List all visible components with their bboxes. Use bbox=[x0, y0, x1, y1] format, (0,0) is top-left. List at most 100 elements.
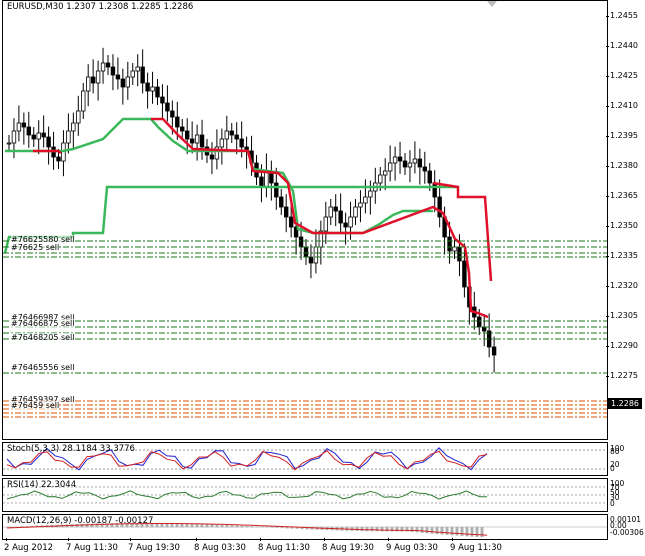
macd-canvas bbox=[3, 523, 607, 538]
stochastic-axis-label: 0 bbox=[610, 464, 615, 473]
candle-body bbox=[323, 216, 328, 232]
candle-body bbox=[155, 86, 160, 98]
candle-body bbox=[293, 226, 299, 238]
candle-body bbox=[86, 76, 91, 92]
stochastic-axis-label: 80 bbox=[610, 447, 620, 456]
price-axis-tick bbox=[606, 166, 609, 167]
candle-body bbox=[491, 346, 497, 356]
candle-body bbox=[382, 170, 388, 176]
candle-body bbox=[56, 156, 61, 162]
candle-body bbox=[392, 156, 398, 164]
candle-body bbox=[283, 206, 289, 218]
candle-body bbox=[298, 236, 304, 248]
order-label: #76459 sell bbox=[11, 401, 60, 410]
candle-body bbox=[11, 130, 17, 144]
candle-body bbox=[41, 132, 46, 138]
price-axis-tick bbox=[606, 196, 609, 197]
candle-body bbox=[120, 78, 126, 88]
order-label: #76468205 sell bbox=[11, 333, 75, 342]
candle-body bbox=[150, 86, 155, 92]
candle-body bbox=[229, 130, 234, 136]
candle-body bbox=[378, 174, 383, 184]
price-axis-tick bbox=[606, 376, 609, 377]
price-axis-label: 1.2440 bbox=[610, 41, 638, 50]
candle-body bbox=[343, 222, 348, 228]
rsi-axis-label: 30 bbox=[610, 493, 620, 502]
price-axis-tick bbox=[606, 316, 609, 317]
price-axis-label: 1.2380 bbox=[610, 161, 638, 170]
candle-body bbox=[66, 130, 71, 144]
candle-body bbox=[76, 110, 81, 124]
rsi-canvas bbox=[3, 486, 607, 504]
price-axis-label: 1.2305 bbox=[610, 311, 638, 320]
stochastic-label: Stoch(5,3,3) 28.1184 33.3776 bbox=[7, 444, 135, 454]
price-axis[interactable]: 1.2455 1.2440 1.2425 1.2410 1.2395 1.2380 1.23… bbox=[606, 0, 645, 438]
price-axis-label: 1.2350 bbox=[610, 221, 638, 230]
candle-body bbox=[407, 162, 413, 168]
candle-body bbox=[432, 182, 437, 198]
candle-body bbox=[308, 256, 314, 264]
candle-body bbox=[417, 158, 423, 168]
candle-body bbox=[303, 246, 309, 258]
macd-axis-label: 0.00101 bbox=[610, 515, 642, 524]
rsi-pane[interactable]: RSI(14) 22.3044 bbox=[2, 478, 608, 512]
candle-body bbox=[16, 122, 22, 132]
macd-axis-label: -0.00306 bbox=[610, 528, 644, 537]
macd-pane[interactable]: MACD(12,26,9) -0.00187 -0.00127 bbox=[2, 514, 608, 540]
time-axis-tick bbox=[6, 538, 7, 541]
candle-body bbox=[199, 134, 205, 148]
candle-body bbox=[189, 138, 195, 144]
time-axis-tick bbox=[324, 538, 325, 541]
candle-body bbox=[427, 170, 432, 184]
stochastic-axis: 100 80 20 0 bbox=[606, 442, 645, 474]
price-axis-tick bbox=[606, 76, 609, 77]
candle-body bbox=[135, 66, 140, 72]
order-label: #76459397 sell bbox=[11, 395, 75, 404]
candle-body bbox=[165, 102, 170, 112]
candle-body bbox=[31, 134, 36, 140]
candle-body bbox=[175, 116, 180, 128]
time-axis-tick bbox=[130, 538, 131, 541]
candle-body bbox=[71, 122, 76, 132]
price-axis-tick bbox=[606, 136, 609, 137]
macd-axis: 0.00101 0.00 -0.00306 bbox=[606, 514, 645, 538]
candle-body bbox=[462, 260, 467, 288]
candle-body bbox=[348, 216, 353, 228]
price-axis-tick bbox=[606, 226, 609, 227]
rsi-axis-label: 0 bbox=[610, 499, 615, 508]
candle-body bbox=[338, 210, 343, 224]
chart-shift-marker-icon[interactable] bbox=[487, 1, 497, 7]
candle-body bbox=[140, 66, 145, 84]
time-axis-label: 8 Aug 11:30 bbox=[258, 543, 310, 553]
candle-body bbox=[239, 138, 244, 148]
stochastic-signal-line bbox=[6, 450, 488, 471]
candle-body bbox=[145, 82, 150, 92]
candle-body bbox=[481, 326, 487, 332]
candle-body bbox=[333, 206, 338, 212]
candle-body bbox=[477, 316, 482, 328]
candle-body bbox=[328, 206, 333, 218]
candle-body bbox=[95, 70, 101, 84]
red-stop-line bbox=[432, 181, 493, 282]
time-axis-label: 9 Aug 11:30 bbox=[450, 543, 502, 553]
candle-body bbox=[209, 154, 215, 160]
order-label: #76625580 sell bbox=[11, 235, 75, 244]
time-axis-label: 7 Aug 11:30 bbox=[66, 543, 118, 553]
candle-body bbox=[437, 196, 442, 218]
price-axis-tick bbox=[606, 346, 609, 347]
candle-body bbox=[412, 158, 418, 164]
stochastic-axis-label: 20 bbox=[610, 460, 620, 469]
rsi-line bbox=[6, 490, 488, 500]
price-axis-label: 1.2365 bbox=[610, 191, 638, 200]
candle-body bbox=[194, 134, 200, 144]
time-axis-tick bbox=[260, 538, 261, 541]
candle-body bbox=[279, 196, 284, 208]
current-price-tag: 1.2286 bbox=[608, 398, 642, 409]
price-chart-canvas[interactable] bbox=[3, 1, 607, 439]
candle-body bbox=[259, 176, 264, 188]
stochastic-pane[interactable]: Stoch(5,3,3) 28.1184 33.3776 bbox=[2, 442, 608, 476]
order-label: #76466875 sell bbox=[11, 319, 75, 328]
candle-body bbox=[313, 246, 319, 264]
price-chart-pane[interactable]: EURUSD,M30 1.2307 1.2308 1.2285 1.2286 #… bbox=[2, 0, 608, 440]
candle-body bbox=[224, 130, 229, 140]
